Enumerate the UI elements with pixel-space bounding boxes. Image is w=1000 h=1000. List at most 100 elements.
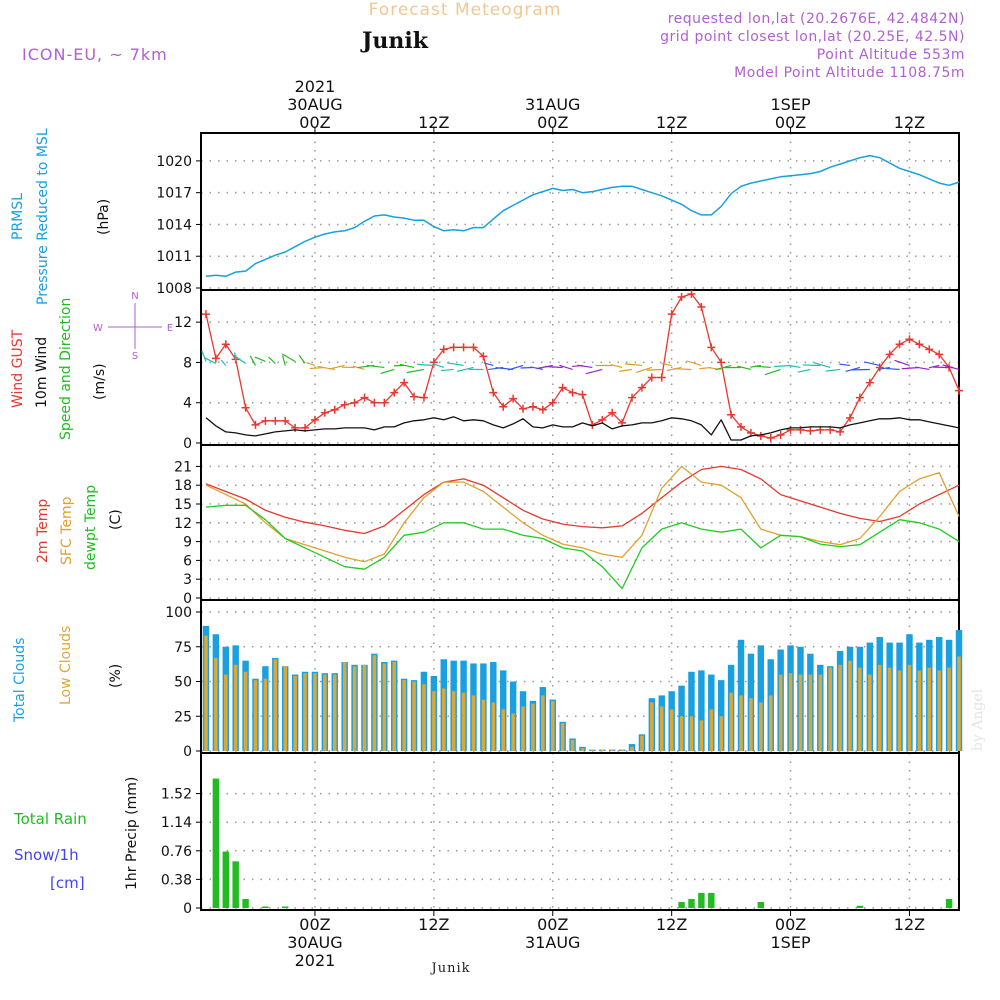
gust-line-point (410, 392, 419, 401)
wind-arrow (647, 368, 662, 371)
ytick-label: 1017 (156, 186, 192, 202)
gust-line-point (925, 345, 934, 354)
wind-arrow (635, 366, 653, 374)
rain-bar (212, 778, 220, 908)
wind-labels: Wind GUST 10m Wind Speed and Direction (… (10, 291, 173, 440)
gust-line-point (677, 292, 686, 301)
low-cloud-bar (927, 667, 932, 751)
wind-arrow (803, 364, 821, 367)
gust-line-point (390, 388, 399, 397)
ytick-label: 3 (183, 572, 192, 588)
requested-coords: requested lon,lat (20.2676E, 42.4842N) (668, 11, 965, 27)
gust-line-point (281, 416, 290, 425)
wind-arrow (915, 366, 930, 371)
low-cloud-bar (630, 746, 634, 751)
ytick-label: 1.14 (161, 815, 192, 831)
rain-bar (262, 906, 269, 908)
wind-arrow (440, 368, 454, 372)
xtick-bottom-hour: 12Z (894, 915, 925, 934)
wind-arrow (399, 363, 415, 369)
celsius-unit: (C) (108, 509, 124, 530)
low-cloud-bar (392, 662, 396, 751)
gust-line-point (241, 403, 250, 412)
plot-layer: 1008 1011 1014 1017 1020 0 4 8 12 0 3 6 9 12 15 18 21 0 25… (156, 77, 963, 970)
pressure-desc-label: Pressure Reduced to MSL (35, 128, 51, 305)
panel-frame (200, 132, 960, 291)
gust-line-point (499, 402, 508, 411)
wind-arrow (268, 356, 276, 364)
gust-line-point (796, 425, 805, 434)
wind-arrow (328, 364, 345, 370)
compass-s: S (132, 351, 138, 362)
low-cloud-bar (848, 660, 852, 751)
wind-arrow (249, 355, 257, 366)
point-altitude: Point Altitude 553m (817, 47, 965, 63)
wind-arrow (764, 368, 781, 376)
ytick-label: 1008 (156, 281, 192, 297)
low-cloud-bar (283, 666, 287, 751)
wind-speed-dir-label: Speed and Direction (58, 298, 74, 440)
wind-arrow (298, 354, 306, 364)
pressure-line (205, 154, 960, 278)
gust-line-point (271, 416, 280, 425)
wind-arrow (447, 362, 464, 367)
gust-line-point (885, 350, 894, 359)
wind-arrow (577, 364, 593, 369)
rain-bar (757, 901, 765, 908)
wind-arrow (788, 364, 801, 369)
low-cloud-bar (332, 674, 337, 751)
wind-arrow (825, 368, 841, 372)
low-cloud-bar (243, 671, 248, 751)
low-cloud-bar (828, 667, 832, 751)
low-cloud-bar (541, 695, 545, 751)
total-cloud-label: Total Clouds (12, 638, 28, 723)
wind-arrow (281, 353, 296, 362)
low-cloud-bar (709, 709, 714, 751)
gust-line-point (786, 425, 795, 434)
total-cloud-bar (757, 645, 765, 751)
ytick-label: 9 (183, 535, 192, 551)
ytick-label: 4 (183, 396, 192, 412)
low-cloud-bar (570, 739, 575, 751)
gust-line-point (637, 383, 646, 392)
wind-arrow (585, 368, 603, 375)
low-cloud-bar (323, 674, 327, 751)
ytick-label: 12 (174, 315, 192, 331)
ytick-label: 6 (183, 553, 192, 569)
model-label: ICON-EU, ~ 7km (22, 45, 168, 64)
low-cloud-bar (432, 691, 436, 751)
gust-line-point (469, 343, 478, 352)
low-cloud-bar (877, 664, 882, 751)
location-title: Junik (360, 28, 429, 54)
wind-arrow (507, 364, 524, 371)
wind-arrow (281, 355, 286, 366)
gust-line-point (776, 430, 785, 439)
gust-label: Wind GUST (10, 329, 26, 408)
xtick-top-hour: 12Z (894, 113, 925, 132)
gust-line-point (538, 405, 547, 414)
xtick-top-hour: 12Z (656, 113, 687, 132)
total-rain-label: Total Rain (13, 810, 87, 828)
xtick-bottom-hour: 12Z (656, 915, 687, 934)
gust-line-point (419, 393, 428, 402)
low-cloud-bar (550, 700, 555, 751)
wind-arrow (536, 364, 553, 370)
wind-arrow (894, 359, 910, 367)
wind-arrow (814, 362, 831, 369)
gust-line-point (846, 413, 855, 422)
chart-title: Forecast Meteogram (369, 0, 562, 20)
gust-line-point (519, 404, 528, 413)
pressure-labels: PRMSL Pressure Reduced to MSL (hPa) (10, 128, 112, 305)
xtick-bottom-hour: 12Z (418, 915, 449, 934)
gust-line-point (201, 310, 210, 319)
gust-line-point (251, 420, 260, 429)
rain-bar (242, 898, 249, 908)
rain-bar (222, 851, 229, 908)
footer-location: Junik (430, 961, 471, 976)
precip-unit-label: 1hr Precip (mm) (124, 777, 140, 890)
gust-line-point (727, 410, 736, 419)
low-cloud-bar (659, 706, 664, 751)
low-cloud-bar (788, 673, 793, 751)
temp-labels: 2m Temp SFC Temp dewpt Temp (C) (35, 485, 124, 570)
low-cloud-bar (382, 663, 387, 751)
